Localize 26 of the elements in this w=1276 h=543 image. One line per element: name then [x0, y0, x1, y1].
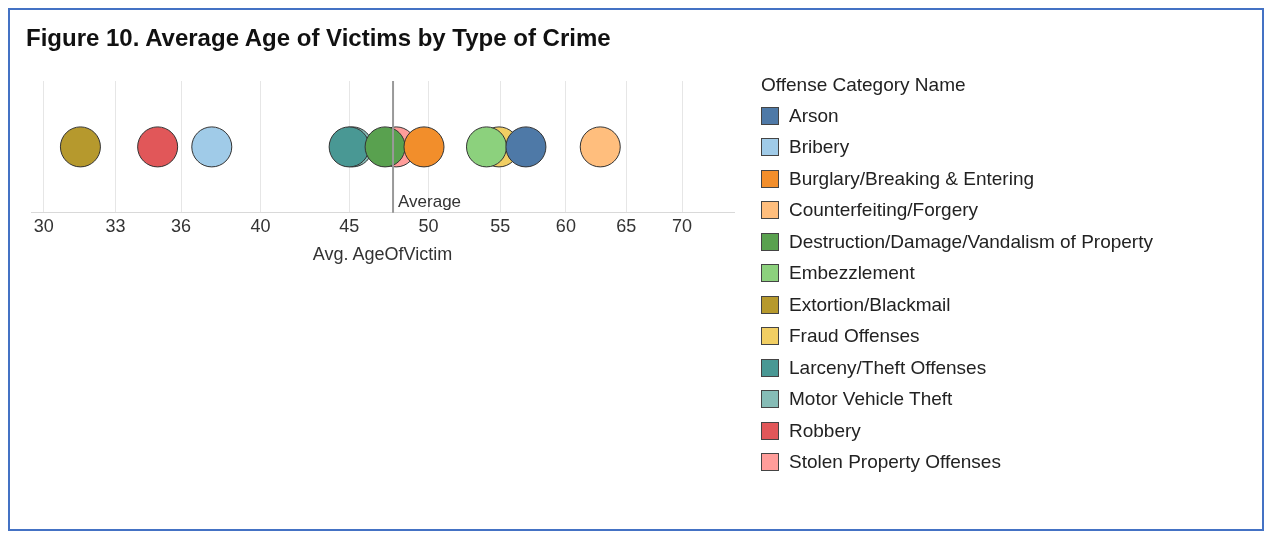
x-tick-label: 50 [418, 215, 439, 236]
legend-label: Robbery [789, 419, 861, 442]
legend-label: Larceny/Theft Offenses [789, 356, 987, 379]
legend-title: Offense Category Name [761, 74, 967, 96]
x-axis-title: Avg. AgeOfVictim [312, 244, 453, 265]
ref-line-label: Average [398, 191, 462, 211]
legend-label: Burglary/Breaking & Entering [789, 167, 1035, 190]
legend-label: Extortion/Blackmail [789, 293, 951, 316]
x-tick-label: 45 [339, 215, 360, 236]
legend-label: Counterfeiting/Forgery [789, 199, 979, 222]
x-tick-label: 60 [555, 215, 576, 236]
legend-label: Fraud Offenses [789, 325, 920, 348]
legend-label: Arson [789, 104, 839, 127]
legend-label: Bribery [789, 136, 850, 159]
x-tick-label: 30 [33, 215, 54, 236]
legend-label: Stolen Property Offenses [789, 451, 1001, 474]
x-tick-label: 65 [616, 215, 637, 236]
legend-label: Embezzlement [789, 262, 915, 285]
x-tick-label: 33 [105, 215, 126, 236]
x-tick-label: 36 [171, 215, 192, 236]
x-tick-label: 55 [490, 215, 511, 236]
chart-title: Figure 10. Average Age of Victims by Type of Crime [25, 23, 612, 52]
legend-label: Motor Vehicle Theft [789, 388, 953, 411]
legend-label: Destruction/Damage/Vandalism of Property [789, 230, 1153, 253]
x-tick-label: 40 [250, 215, 271, 236]
x-tick-label: 70 [672, 215, 693, 236]
